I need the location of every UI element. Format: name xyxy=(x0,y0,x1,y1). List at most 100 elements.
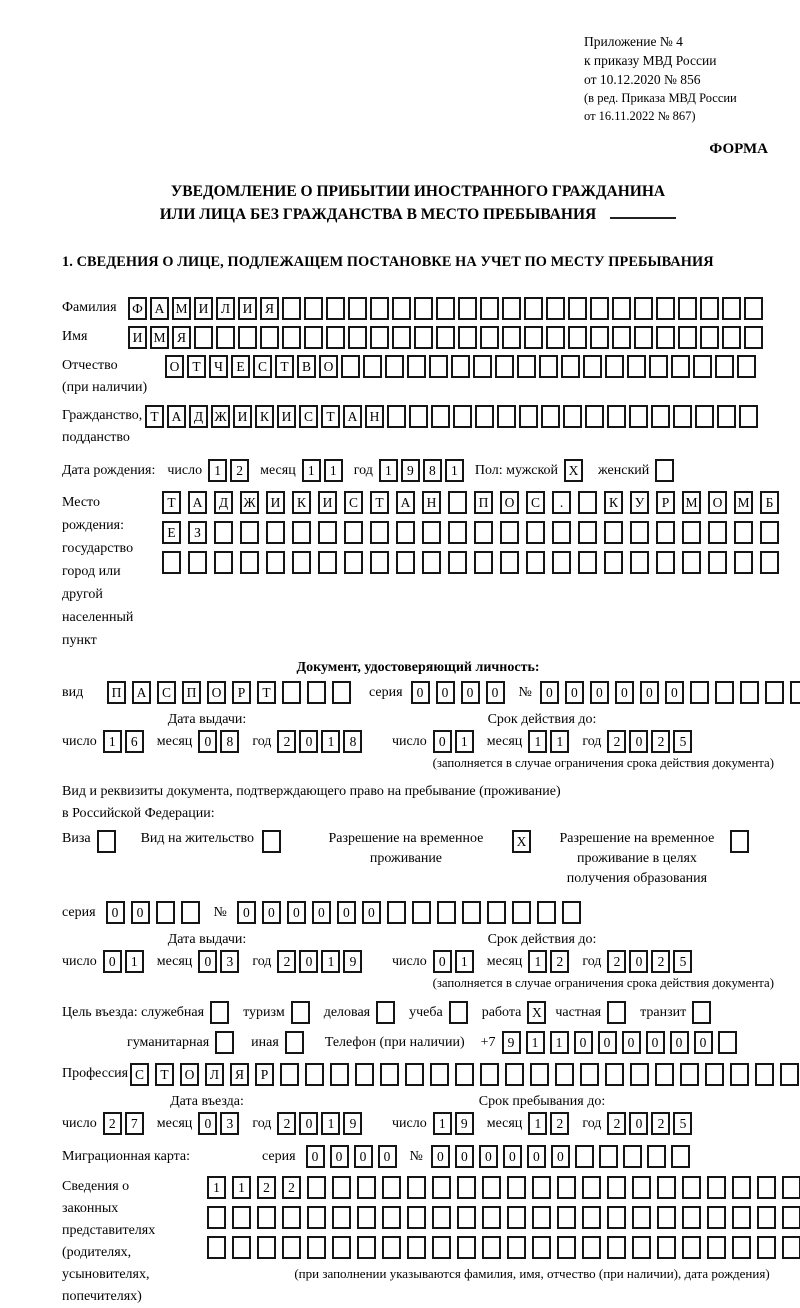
char-cell: О xyxy=(500,491,519,514)
expiry-note: (заполняется в случае ограничения срока … xyxy=(432,976,774,990)
char-cell: 0 xyxy=(573,1031,593,1054)
char-cell: . xyxy=(552,491,571,514)
day-label: число xyxy=(392,733,427,749)
char-cell: 1 xyxy=(207,1176,226,1199)
char-cell xyxy=(732,1206,751,1229)
sex-male-checkbox: X xyxy=(564,459,586,482)
char-cell xyxy=(682,1176,701,1199)
char-cell xyxy=(632,1236,651,1259)
char-cell xyxy=(370,551,389,574)
char-cell: И xyxy=(233,405,252,428)
char-cell xyxy=(422,521,441,544)
char-cell: X xyxy=(564,459,584,482)
char-cell: И xyxy=(128,326,147,349)
char-cell: 1 xyxy=(124,950,144,973)
char-cell: 0 xyxy=(526,1145,546,1168)
char-cell xyxy=(240,551,259,574)
char-cell: 0 xyxy=(629,1112,649,1135)
char-cell xyxy=(557,1236,576,1259)
char-cell xyxy=(705,1063,724,1086)
char-cell xyxy=(714,681,734,704)
char-cell: 0 xyxy=(460,681,480,704)
char-cell: С xyxy=(344,491,363,514)
char-cell: 0 xyxy=(597,1031,617,1054)
seriya-label: серия xyxy=(62,904,96,920)
char-cell xyxy=(448,1001,468,1024)
char-cell xyxy=(318,551,337,574)
char-cell xyxy=(622,1145,642,1168)
char-cell: 2 xyxy=(550,950,570,973)
option-residence-permit-label: Вид на жительство xyxy=(140,831,254,846)
char-cell xyxy=(387,405,406,428)
char-cell: К xyxy=(604,491,623,514)
char-cell xyxy=(486,901,506,924)
char-cell: 0 xyxy=(589,681,609,704)
char-cell xyxy=(448,491,467,514)
char-cell: X xyxy=(527,1001,547,1024)
expiry-date-heading: Срок действия до: xyxy=(487,932,597,947)
char-cell xyxy=(580,1063,599,1086)
char-cell: 0 xyxy=(198,730,218,753)
char-cell: 5 xyxy=(673,730,693,753)
char-cell xyxy=(332,681,351,704)
option-education-residence: Разрешение на временное проживание в цел… xyxy=(552,829,752,889)
char-cell xyxy=(552,551,571,574)
char-cell xyxy=(505,1063,524,1086)
char-cell: В xyxy=(297,355,316,378)
char-cell xyxy=(627,355,646,378)
char-cell: X xyxy=(511,830,531,853)
patronymic-label: Отчество (при наличии) xyxy=(62,358,148,395)
char-cell: 0 xyxy=(639,681,659,704)
char-cell: 1 xyxy=(102,730,122,753)
purpose-humanitarian-checkbox xyxy=(215,1031,237,1054)
purpose-private-checkbox xyxy=(607,1001,629,1024)
char-cell: 1 xyxy=(378,459,398,482)
purpose-prefix-label: Цель въезда: служебная xyxy=(62,1004,205,1020)
day-label: число xyxy=(392,953,427,969)
char-cell xyxy=(455,1063,474,1086)
char-cell xyxy=(282,1206,301,1229)
char-cell xyxy=(344,521,363,544)
char-cell xyxy=(332,1236,351,1259)
char-cell xyxy=(155,901,175,924)
char-cell: 0 xyxy=(102,950,122,973)
char-cell: 0 xyxy=(299,1112,319,1135)
char-cell xyxy=(678,297,697,320)
month-label: месяц xyxy=(156,733,193,749)
citizenship-label: Гражданство, подданство xyxy=(62,408,143,445)
char-cell xyxy=(240,521,259,544)
char-cell: 2 xyxy=(550,1112,570,1135)
char-cell: С xyxy=(130,1063,149,1086)
char-cell xyxy=(707,1176,726,1199)
legal-reps-note: (при заполнении указываются фамилия, имя… xyxy=(294,1266,770,1281)
char-cell xyxy=(708,521,727,544)
char-cell xyxy=(700,326,719,349)
char-cell xyxy=(474,521,493,544)
char-cell xyxy=(757,1176,776,1199)
appendix-line: от 10.12.2020 № 856 xyxy=(584,72,701,87)
char-cell: Р xyxy=(255,1063,274,1086)
char-cell xyxy=(507,1206,526,1229)
char-cell xyxy=(695,405,714,428)
char-cell xyxy=(458,326,477,349)
char-cell xyxy=(524,326,543,349)
char-cell: 2 xyxy=(607,1112,627,1135)
char-cell xyxy=(411,901,431,924)
char-cell xyxy=(318,521,337,544)
char-cell xyxy=(392,326,411,349)
option-temporary-residence: Разрешение на временное проживание X xyxy=(308,829,534,869)
char-cell xyxy=(526,521,545,544)
char-cell: А xyxy=(343,405,362,428)
char-cell xyxy=(757,1236,776,1259)
char-cell xyxy=(348,326,367,349)
char-cell xyxy=(656,297,675,320)
char-cell: 1 xyxy=(549,1031,569,1054)
option-visa-checkbox xyxy=(96,830,119,853)
